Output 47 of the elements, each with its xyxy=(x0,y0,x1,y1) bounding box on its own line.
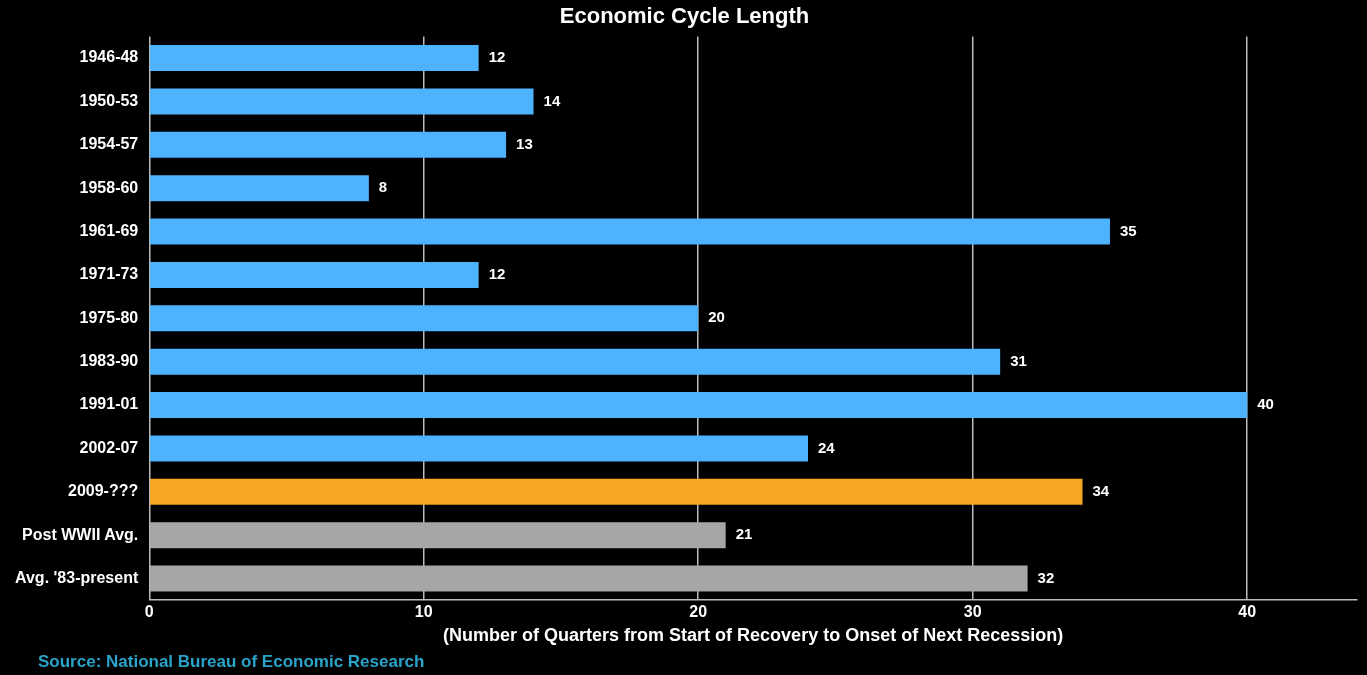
data-label: 20 xyxy=(708,308,725,326)
data-label: 24 xyxy=(818,438,836,456)
data-label: 8 xyxy=(378,178,388,196)
y-tick-label: 1946-48 xyxy=(79,48,139,66)
y-tick-label: Post WWII Avg. xyxy=(22,525,139,543)
bar xyxy=(150,348,1001,375)
x-axis-title: (Number of Quarters from Start of Recovery to Onset of Next Recession) xyxy=(443,625,1064,646)
x-tick-label: 0 xyxy=(144,603,154,621)
bar xyxy=(150,131,507,158)
y-tick-label: 1971-73 xyxy=(79,265,139,283)
source-note: Source: National Bureau of Economic Research xyxy=(38,652,425,672)
bar xyxy=(150,261,479,288)
bar xyxy=(150,435,809,462)
bar xyxy=(150,88,534,115)
data-label: 12 xyxy=(488,265,506,283)
y-tick-label: 2009-??? xyxy=(68,482,139,500)
x-tick-label: 10 xyxy=(414,603,433,621)
x-tick-label: 40 xyxy=(1238,603,1257,621)
y-tick-label: 1954-57 xyxy=(79,135,139,153)
data-label: 40 xyxy=(1257,395,1274,413)
bar xyxy=(150,478,1083,505)
data-label: 31 xyxy=(1010,351,1027,369)
x-tick-label: 20 xyxy=(689,603,708,621)
y-tick-label: 1975-80 xyxy=(79,308,139,326)
data-label: 32 xyxy=(1037,568,1055,586)
bar xyxy=(150,565,1028,592)
y-tick-label: 2002-07 xyxy=(79,438,139,456)
y-tick-label: 1958-60 xyxy=(79,178,139,196)
bar xyxy=(150,175,369,202)
bar xyxy=(150,522,726,549)
data-label: 14 xyxy=(543,91,561,109)
data-label: 35 xyxy=(1119,221,1137,239)
y-tick-label: 1983-90 xyxy=(79,352,139,370)
data-label: 13 xyxy=(516,134,533,152)
y-tick-label: 1961-69 xyxy=(79,221,139,239)
y-tick-label: 1950-53 xyxy=(79,91,139,109)
data-label: 34 xyxy=(1092,481,1110,499)
chart-title: Economic Cycle Length xyxy=(559,3,810,29)
bar xyxy=(150,45,479,72)
x-tick-label: 30 xyxy=(963,603,982,621)
y-tick-label: Avg. '83-present xyxy=(15,568,139,586)
y-tick-label: 1991-01 xyxy=(79,395,139,413)
bar xyxy=(150,218,1110,245)
bar xyxy=(150,392,1248,419)
data-label: 21 xyxy=(735,525,753,543)
bar xyxy=(150,305,699,332)
data-label: 12 xyxy=(488,48,506,66)
